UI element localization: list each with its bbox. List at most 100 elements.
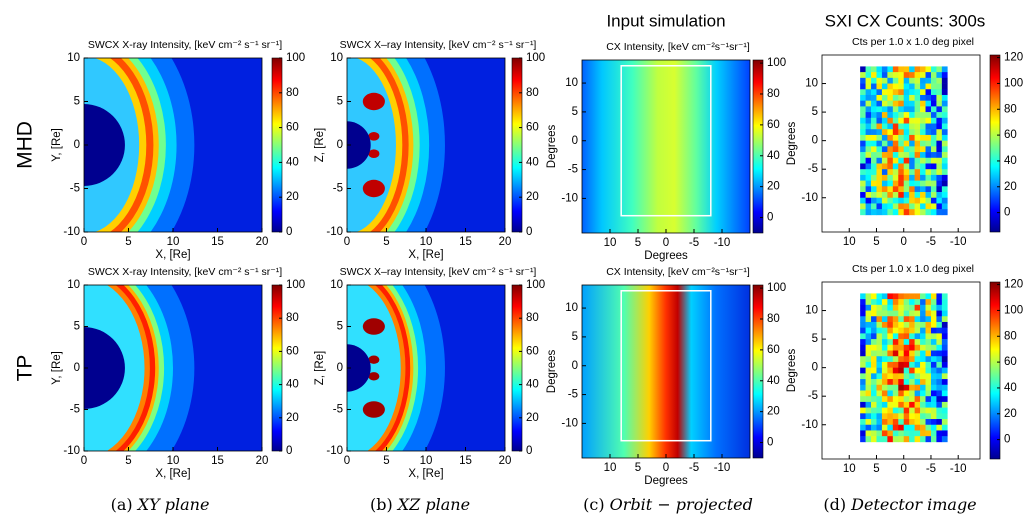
detector-pixel	[887, 140, 894, 147]
detector-pixel	[909, 129, 915, 136]
detector-pixel	[925, 350, 932, 357]
detector-pixel	[941, 174, 948, 181]
detector-pixel	[865, 436, 872, 443]
detector-pixel	[871, 321, 877, 328]
colorbar-tick-label: 100	[767, 282, 786, 294]
caption: (c) Orbit − projected	[583, 495, 753, 514]
detector-pixel	[903, 77, 910, 84]
detector-pixel	[920, 339, 926, 346]
detector-pixel	[881, 361, 888, 368]
detector-pixel	[860, 157, 866, 164]
detector-pixel	[865, 117, 872, 124]
detector-pixel	[909, 100, 915, 107]
detector-pixel	[930, 157, 937, 164]
detector-pixel	[871, 316, 877, 323]
detector-pixel	[914, 117, 921, 124]
detector-pixel	[914, 436, 921, 443]
detector-pixel	[887, 83, 894, 90]
detector-pixel	[925, 77, 932, 84]
detector-pixel	[930, 373, 937, 380]
detector-pixel	[865, 401, 872, 408]
detector-pixel	[903, 174, 910, 181]
x-tick-label: 0	[901, 463, 907, 475]
detector-pixel	[941, 339, 948, 346]
detector-pixel	[941, 413, 948, 420]
detector-pixel	[898, 361, 905, 368]
y-tick-label: 10	[565, 77, 578, 89]
detector-pixel	[914, 299, 921, 306]
detector-pixel	[881, 327, 888, 334]
colorbar-tick-label: 0	[526, 226, 532, 238]
detector-pixel	[860, 180, 866, 187]
colorbar-tick-label: 20	[286, 191, 299, 203]
colorbar-tick-label: 100	[1004, 77, 1023, 89]
detector-pixel	[909, 367, 915, 374]
detector-pixel	[941, 299, 948, 306]
detector-pixel	[909, 89, 915, 96]
detector-pixel	[930, 163, 937, 170]
detector-pixel	[876, 203, 883, 210]
detector-pixel	[941, 333, 948, 340]
detector-pixel	[881, 413, 888, 420]
x-tick-label: 10	[420, 236, 433, 248]
detector-pixel	[887, 430, 894, 437]
x-axis-label: X, [Re]	[408, 468, 443, 480]
detector-pixel	[925, 100, 932, 107]
y-axis-label: Y, [Re]	[51, 351, 63, 385]
detector-pixel	[871, 203, 877, 210]
detector-pixel	[936, 339, 943, 346]
detector-pixel	[903, 350, 910, 357]
detector-pixel	[930, 66, 937, 73]
detector-pixel	[871, 157, 877, 164]
y-tick-label: 5	[74, 96, 80, 108]
detector-pixel	[903, 123, 910, 130]
colorbar	[752, 59, 764, 234]
detector-pixel	[909, 361, 915, 368]
detector-pixel	[865, 316, 872, 323]
detector-pixel	[903, 333, 910, 340]
detector-pixel	[871, 396, 877, 403]
plot-frame	[821, 281, 981, 460]
detector-pixel	[865, 310, 872, 317]
detector-pixel	[903, 356, 910, 363]
heatmap	[582, 60, 750, 233]
detector-pixel	[925, 180, 932, 187]
detector-pixel	[930, 293, 937, 300]
detector-pixel	[865, 293, 872, 300]
heatmap	[347, 285, 505, 451]
y-tick-label: 10	[67, 52, 80, 64]
detector-pixel	[881, 390, 888, 397]
detector-pixel	[892, 339, 899, 346]
detector-pixel	[871, 304, 877, 311]
detector-pixel	[920, 186, 926, 193]
detector-pixel	[925, 203, 932, 210]
detector-pixel	[898, 157, 905, 164]
detector-pixel	[941, 89, 948, 96]
detector-pixel	[930, 379, 937, 386]
y-tick-label: 10	[805, 305, 818, 317]
detector-pixel	[887, 293, 894, 300]
detector-pixel	[903, 384, 910, 391]
detector-pixel	[920, 293, 926, 300]
detector-pixel	[914, 413, 921, 420]
detector-pixel	[909, 344, 915, 351]
detector-pixel	[925, 356, 932, 363]
detector-pixel	[871, 356, 877, 363]
detector-pixel	[876, 83, 883, 90]
detector-pixel	[936, 180, 943, 187]
x-tick-label: -10	[714, 462, 731, 474]
x-tick-label: 10	[843, 236, 856, 248]
detector-pixel	[914, 146, 921, 153]
detector-pixel	[920, 350, 926, 357]
detector-pixel	[881, 339, 888, 346]
x-tick-label: 0	[344, 455, 350, 467]
detector-pixel	[892, 192, 899, 199]
x-tick-label: -10	[714, 237, 731, 249]
detector-pixel	[881, 407, 888, 414]
detector-pixel	[887, 129, 894, 136]
detector-pixel	[936, 367, 943, 374]
detector-pixel	[925, 94, 932, 101]
detector-pixel	[903, 112, 910, 119]
detector-pixel	[920, 367, 926, 374]
y-tick-label: -5	[808, 390, 818, 402]
